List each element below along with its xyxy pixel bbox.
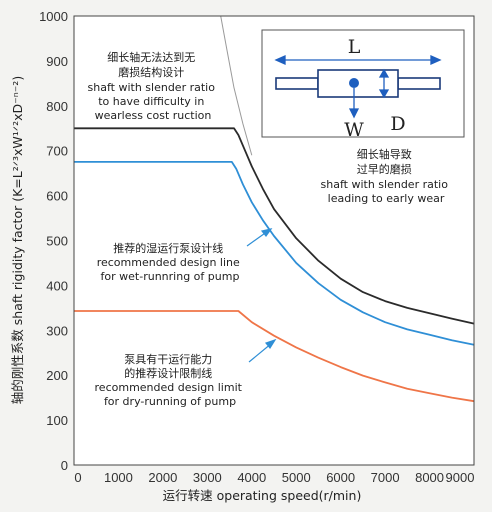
y-tick-label: 900	[46, 54, 68, 69]
arrow-left-icon	[274, 54, 286, 66]
diameter-arrow	[378, 68, 390, 99]
weight-arrow	[348, 88, 360, 119]
annotation-line: 泵具有干运行能力	[124, 352, 212, 366]
arrow-down-icon	[348, 108, 360, 119]
annotation-line: recommended design limit	[95, 381, 243, 394]
arrow-head-icon	[260, 228, 273, 237]
series-layer	[74, 15, 475, 403]
x-tick-label: 9000	[446, 470, 475, 485]
annotation-wet-running: 推荐的湿运行泵设计线 recommended design line for w…	[97, 241, 244, 283]
x-tick-label: 3000	[193, 470, 222, 485]
annotation-line: 的推荐设计限制线	[124, 366, 212, 380]
y-tick-label: 600	[46, 189, 68, 204]
shaft-left-stub	[275, 77, 319, 90]
annotation-line: 磨损结构设计	[118, 65, 184, 79]
y-tick-label: 800	[46, 99, 68, 114]
annotation-line: for wet-runnring of pump	[101, 270, 240, 283]
y-tick-label: 700	[46, 144, 68, 159]
x-tick-label: 8000	[415, 470, 444, 485]
arrow-head-icon	[264, 338, 277, 350]
annotation-line: 推荐的湿运行泵设计线	[113, 241, 223, 255]
length-dimension-arrow	[274, 54, 442, 66]
arrow-down-icon	[378, 89, 390, 99]
x-tick-label: 5000	[282, 470, 311, 485]
y-tick-label: 0	[61, 458, 68, 473]
annotation-line: to have difficulty in	[98, 95, 204, 108]
y-tick-label: 500	[46, 234, 68, 249]
y-tick-label: 100	[46, 413, 68, 428]
inset-label-diameter: D	[390, 113, 405, 135]
series-line-1	[74, 160, 475, 346]
series-line-2	[74, 310, 475, 403]
annotation-dry-running: 泵具有干运行能力 的推荐设计限制线 recommended design lim…	[95, 352, 246, 408]
inset-label-length: L	[348, 36, 361, 58]
annotation-line: leading to early wear	[328, 192, 445, 205]
annotation-line: 过早的磨损	[357, 162, 412, 176]
series-line-0	[74, 127, 475, 325]
x-tick-label: 4000	[237, 470, 266, 485]
x-tick-label: 6000	[326, 470, 355, 485]
annotation-slender-wearless: 细长轴无法达到无 磨损结构设计 shaft with slender ratio…	[88, 50, 219, 122]
annotation-line: shaft with slender ratio	[321, 178, 449, 191]
shaft-right-stub	[397, 77, 441, 90]
y-tick-label: 400	[46, 278, 68, 293]
arrow-right-icon	[430, 54, 442, 66]
plot-frame	[73, 15, 475, 466]
x-tick-label: 0	[74, 470, 81, 485]
y-axis-label: 轴的刚性系数 shaft rigidity factor (K=L²ᐟ³xW¹ᐟ…	[10, 76, 25, 404]
annotation-line: for dry-running of pump	[104, 395, 236, 408]
arrow-up-icon	[378, 68, 390, 78]
shaft-diagram-inset: L W D	[261, 29, 465, 141]
annotation-arrows	[246, 228, 277, 363]
y-tick-label: 1000	[39, 9, 68, 24]
y-tick-label: 200	[46, 368, 68, 383]
annotation-line: wearless cost ruction	[95, 109, 212, 122]
x-axis-label: 运行转速 operating speed(r/min)	[163, 488, 362, 503]
series-line-3	[220, 15, 253, 156]
annotation-line: 细长轴导致	[357, 147, 412, 161]
annotation-line: 细长轴无法达到无	[107, 50, 195, 64]
annotation-early-wear: 细长轴导致 过早的磨损 shaft with slender ratio lea…	[321, 147, 452, 205]
y-tick-label: 300	[46, 323, 68, 338]
y-tick-labels: 0 100 200 300 400 500 600 700 800 900 1000	[39, 9, 68, 473]
x-tick-label: 7000	[371, 470, 400, 485]
annotation-line: shaft with slender ratio	[88, 81, 216, 94]
annotation-line: recommended design line	[97, 256, 240, 269]
x-tick-label: 1000	[104, 470, 133, 485]
inset-label-weight: W	[344, 119, 364, 141]
x-tick-label: 2000	[148, 470, 177, 485]
impeller-mass-icon	[349, 78, 359, 88]
x-tick-labels: 0 1000 2000 3000 4000 5000 6000 7000 8000 9000	[74, 470, 474, 485]
